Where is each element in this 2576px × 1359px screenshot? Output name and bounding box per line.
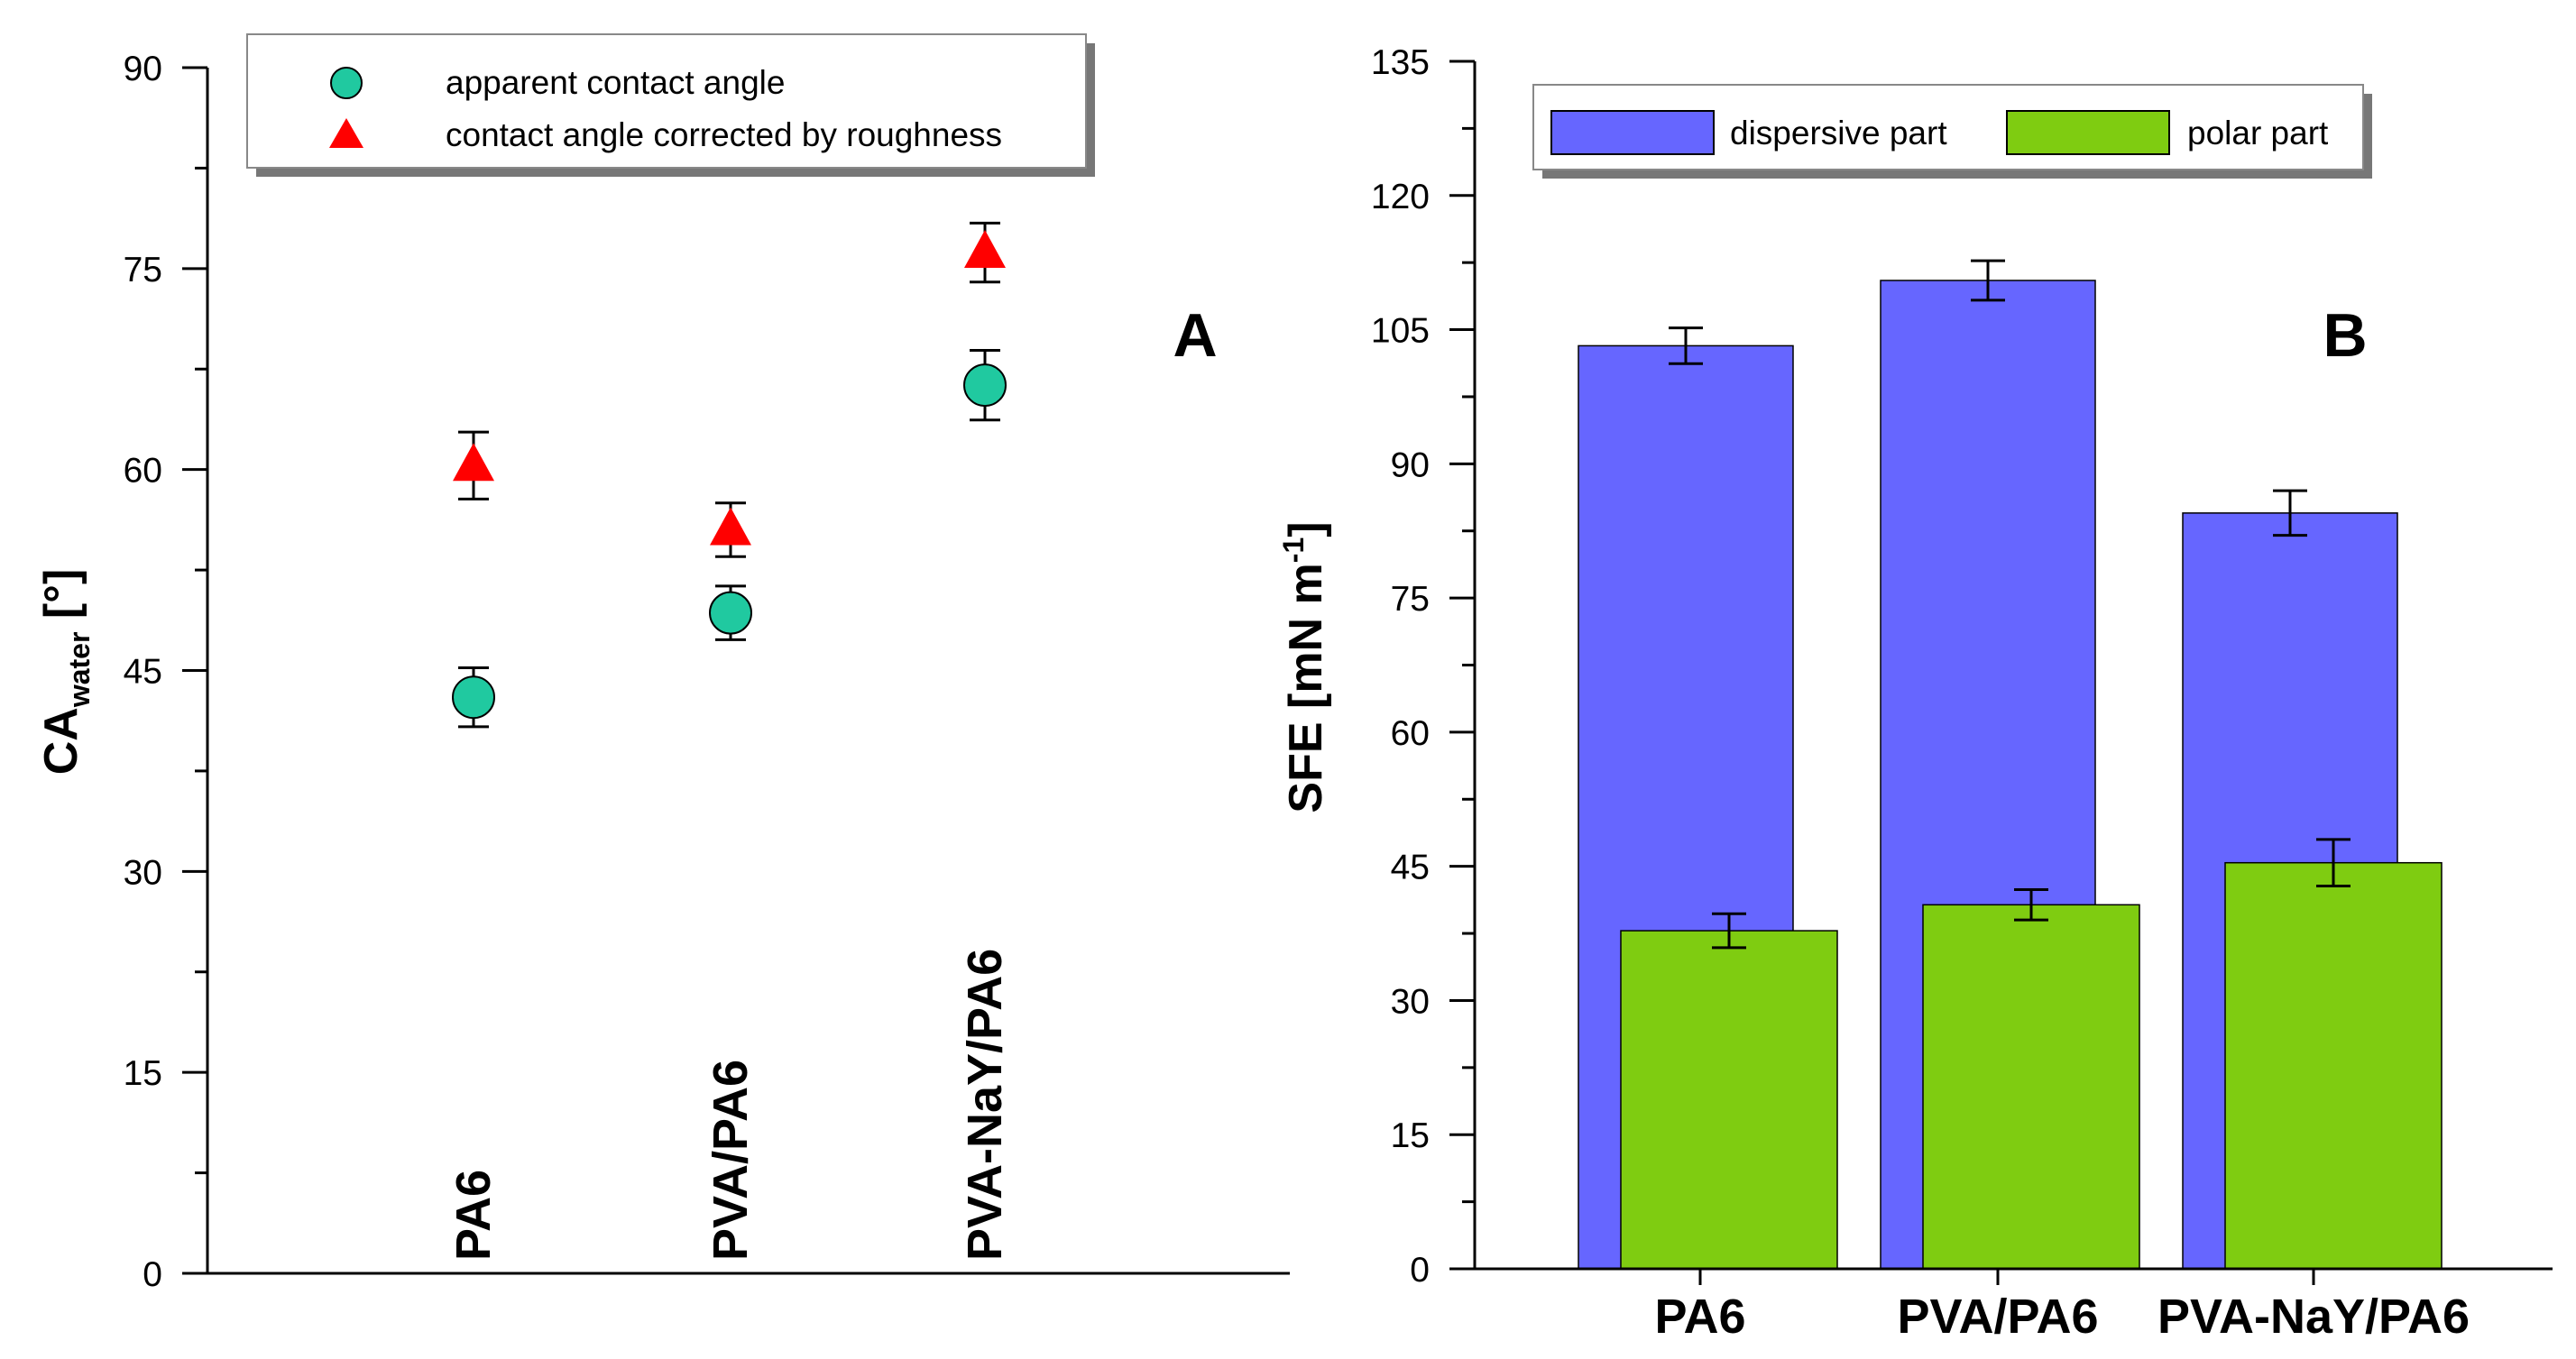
a-point-apparent xyxy=(452,675,495,720)
a-y-tick-label: 0 xyxy=(143,1255,162,1294)
b-y-tick-label: 135 xyxy=(1371,43,1430,82)
a-ylabel-unit: [°] xyxy=(35,569,87,632)
b-y-tick-label: 0 xyxy=(1410,1251,1430,1290)
a-legend-box xyxy=(246,33,1087,169)
b-y-tick-label: 45 xyxy=(1391,849,1430,887)
a-point-corrected xyxy=(453,443,494,482)
b-panel-label: B xyxy=(2323,301,2367,370)
a-y-tick-label: 60 xyxy=(124,452,162,491)
a-ylabel-sub: water xyxy=(63,632,96,709)
a-y-axis-label: CAwater [°] xyxy=(35,569,96,776)
b-bar-polar xyxy=(1922,904,2140,1270)
a-y-tick-label: 30 xyxy=(124,853,162,892)
a-legend-triangle-marker xyxy=(329,118,363,148)
b-y-tick-label: 75 xyxy=(1391,580,1430,619)
panel-b-bar-chart: 0 15 30 45 60 75 90 105 120 135 PA6 PVA/PA6 PVA-NaY… xyxy=(1277,43,2553,1344)
a-point-apparent xyxy=(709,591,752,635)
b-category-labels: PA6 PVA/PA6 PVA-NaY/PA6 xyxy=(1654,1269,2470,1344)
b-category-label: PA6 xyxy=(1654,1290,1745,1344)
a-data-marks xyxy=(452,221,1007,729)
a-y-tick-label: 90 xyxy=(124,50,162,88)
b-y-axis-ticks: 0 15 30 45 60 75 90 105 120 135 xyxy=(1371,43,1475,1290)
b-bars xyxy=(1578,259,2443,1270)
a-point-corrected xyxy=(710,507,751,546)
a-legend: apparent contact angle contact angle cor… xyxy=(246,33,1095,177)
b-legend-swatch-polar xyxy=(2006,110,2170,155)
b-legend-label-dispersive: dispersive part xyxy=(1730,115,1947,152)
a-point-apparent xyxy=(963,363,1007,408)
b-y-axis-label: SFE [mN m-1] xyxy=(1277,521,1332,813)
b-legend: dispersive part polar part xyxy=(1532,84,2372,179)
b-bar-polar xyxy=(1620,930,1838,1270)
a-point-corrected xyxy=(964,230,1006,269)
a-y-tick-label: 75 xyxy=(124,251,162,289)
b-bar-polar xyxy=(2224,861,2443,1270)
a-legend-label-apparent: apparent contact angle xyxy=(446,64,785,101)
a-category-label: PA6 xyxy=(446,1170,501,1261)
b-category-label: PVA-NaY/PA6 xyxy=(2157,1290,2470,1344)
a-category-labels: PA6 PVA/PA6 PVA-NaY/PA6 xyxy=(446,949,1012,1261)
a-category-label: PVA/PA6 xyxy=(704,1060,758,1261)
b-y-tick-label: 120 xyxy=(1371,178,1430,216)
a-y-axis-ticks: 0 15 30 45 60 75 90 xyxy=(124,50,207,1294)
b-legend-swatch-dispersive xyxy=(1550,110,1715,155)
b-y-tick-label: 60 xyxy=(1391,714,1430,753)
b-ylabel-sup: -1 xyxy=(1277,537,1310,563)
a-y-tick-label: 15 xyxy=(124,1054,162,1093)
a-legend-circle-marker xyxy=(330,67,363,99)
b-y-tick-label: 30 xyxy=(1391,982,1430,1021)
b-y-tick-label: 90 xyxy=(1391,445,1430,484)
b-ylabel-end: ] xyxy=(1280,521,1332,537)
a-y-tick-label: 45 xyxy=(124,653,162,692)
b-ylabel-main: SFE [mN m xyxy=(1280,563,1332,813)
b-category-label: PVA/PA6 xyxy=(1897,1290,2098,1344)
b-y-tick-label: 105 xyxy=(1371,312,1430,351)
a-ylabel-main: CA xyxy=(35,707,87,775)
panel-a-scatter-chart: 0 15 30 45 60 75 90 PA6 PVA/PA6 PVA-NaY/PA6 CAwa… xyxy=(35,33,1290,1294)
b-legend-box xyxy=(1532,84,2364,170)
b-legend-label-polar: polar part xyxy=(2187,115,2329,152)
a-legend-label-corrected: contact angle corrected by roughness xyxy=(446,116,1002,153)
b-y-tick-label: 15 xyxy=(1391,1116,1430,1155)
a-category-label: PVA-NaY/PA6 xyxy=(958,949,1012,1261)
a-panel-label: A xyxy=(1173,301,1217,370)
